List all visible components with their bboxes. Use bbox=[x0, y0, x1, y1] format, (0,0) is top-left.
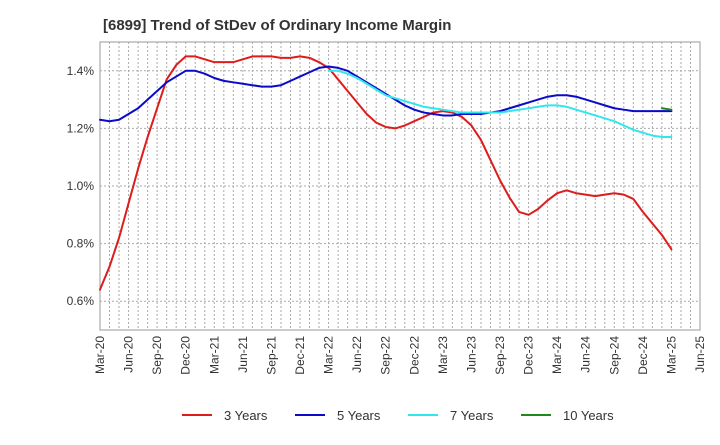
x-tick-label: Dec-20 bbox=[179, 336, 193, 375]
series-line-5-years bbox=[99, 65, 673, 123]
x-tick-label: Sep-24 bbox=[607, 336, 621, 375]
series-line-7-years bbox=[327, 69, 673, 139]
x-axis-ticks: Mar-20 Jun-20 Sep-20 Dec-20 Mar-21 Jun-21 Sep-… bbox=[93, 336, 707, 375]
x-tick-label: Mar-24 bbox=[550, 336, 564, 374]
x-tick-label: Mar-25 bbox=[664, 336, 678, 374]
y-tick-label: 0.8% bbox=[67, 237, 95, 251]
legend: 3 Years 5 Years 7 Years 10 Years bbox=[182, 408, 614, 423]
x-tick-label: Dec-21 bbox=[293, 336, 307, 375]
grid-lines bbox=[100, 42, 700, 330]
legend-label-3-years: 3 Years bbox=[224, 408, 268, 423]
y-tick-label: 1.0% bbox=[67, 179, 95, 193]
chart-title: [6899] Trend of StDev of Ordinary Income… bbox=[103, 17, 451, 34]
legend-label-7-years: 7 Years bbox=[450, 408, 494, 423]
y-axis-ticks: 0.6% 0.8% 1.0% 1.2% 1.4% bbox=[67, 64, 95, 308]
y-tick-label: 0.6% bbox=[67, 294, 95, 308]
legend-label-10-years: 10 Years bbox=[563, 408, 614, 423]
x-tick-label: Sep-22 bbox=[379, 336, 393, 375]
x-tick-label: Mar-23 bbox=[436, 336, 450, 374]
x-tick-label: Jun-22 bbox=[350, 336, 364, 373]
x-tick-label: Jun-24 bbox=[579, 336, 593, 373]
x-tick-label: Jun-23 bbox=[464, 336, 478, 373]
y-tick-label: 1.2% bbox=[67, 121, 95, 135]
x-tick-label: Sep-20 bbox=[150, 336, 164, 375]
series-lines bbox=[99, 55, 673, 291]
x-tick-label: Mar-20 bbox=[93, 336, 107, 374]
x-tick-label: Jun-20 bbox=[122, 336, 136, 373]
series-line-10-years bbox=[660, 107, 673, 111]
y-tick-label: 1.4% bbox=[67, 64, 95, 78]
x-tick-label: Dec-23 bbox=[522, 336, 536, 375]
x-tick-label: Sep-21 bbox=[264, 336, 278, 375]
x-tick-label: Jun-25 bbox=[693, 336, 707, 373]
x-tick-label: Jun-21 bbox=[236, 336, 250, 373]
x-tick-label: Dec-24 bbox=[636, 336, 650, 375]
x-tick-label: Mar-22 bbox=[322, 336, 336, 374]
x-tick-label: Dec-22 bbox=[407, 336, 421, 375]
x-tick-label: Mar-21 bbox=[207, 336, 221, 374]
x-tick-label: Sep-23 bbox=[493, 336, 507, 375]
series-line-3-years bbox=[99, 55, 673, 291]
legend-label-5-years: 5 Years bbox=[337, 408, 381, 423]
